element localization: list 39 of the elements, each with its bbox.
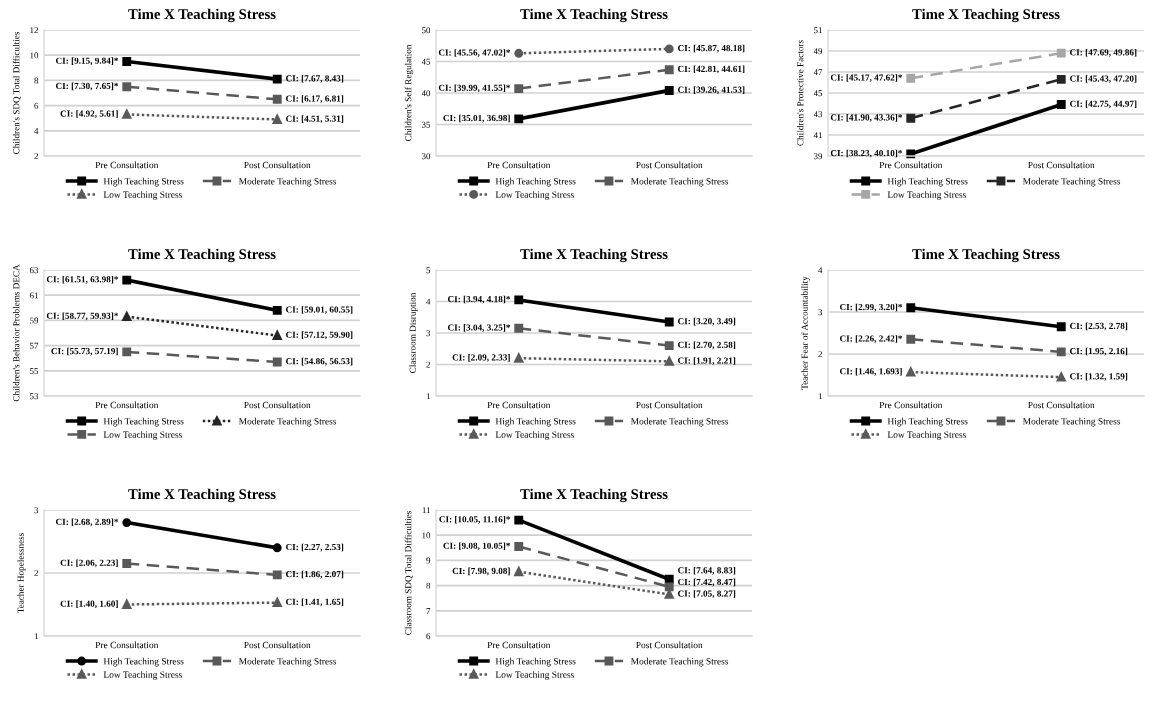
point <box>664 44 674 54</box>
point <box>122 518 132 528</box>
point <box>272 94 282 104</box>
point <box>514 353 524 363</box>
point <box>514 295 524 305</box>
point <box>514 114 524 124</box>
point <box>906 334 916 344</box>
point <box>514 515 524 525</box>
point <box>1056 322 1066 332</box>
point <box>906 73 916 83</box>
point <box>906 367 916 377</box>
point <box>906 303 916 313</box>
point <box>1056 100 1066 109</box>
point <box>1056 48 1066 58</box>
point <box>664 341 674 351</box>
point <box>906 113 916 123</box>
point <box>664 65 674 75</box>
point <box>122 559 132 568</box>
point <box>1056 347 1066 357</box>
point <box>664 317 674 327</box>
point <box>514 323 524 333</box>
point <box>664 86 674 95</box>
point <box>1056 372 1066 382</box>
point <box>664 582 674 592</box>
point <box>514 48 524 58</box>
point <box>272 543 282 553</box>
point <box>272 74 282 84</box>
point <box>664 356 674 366</box>
point <box>272 570 282 580</box>
point <box>122 275 132 285</box>
point <box>122 82 132 92</box>
point <box>272 357 282 367</box>
point <box>122 347 132 357</box>
point <box>122 57 132 66</box>
point <box>514 84 524 94</box>
point <box>1056 74 1066 84</box>
point <box>514 542 524 551</box>
point <box>122 109 132 119</box>
point <box>272 305 282 315</box>
